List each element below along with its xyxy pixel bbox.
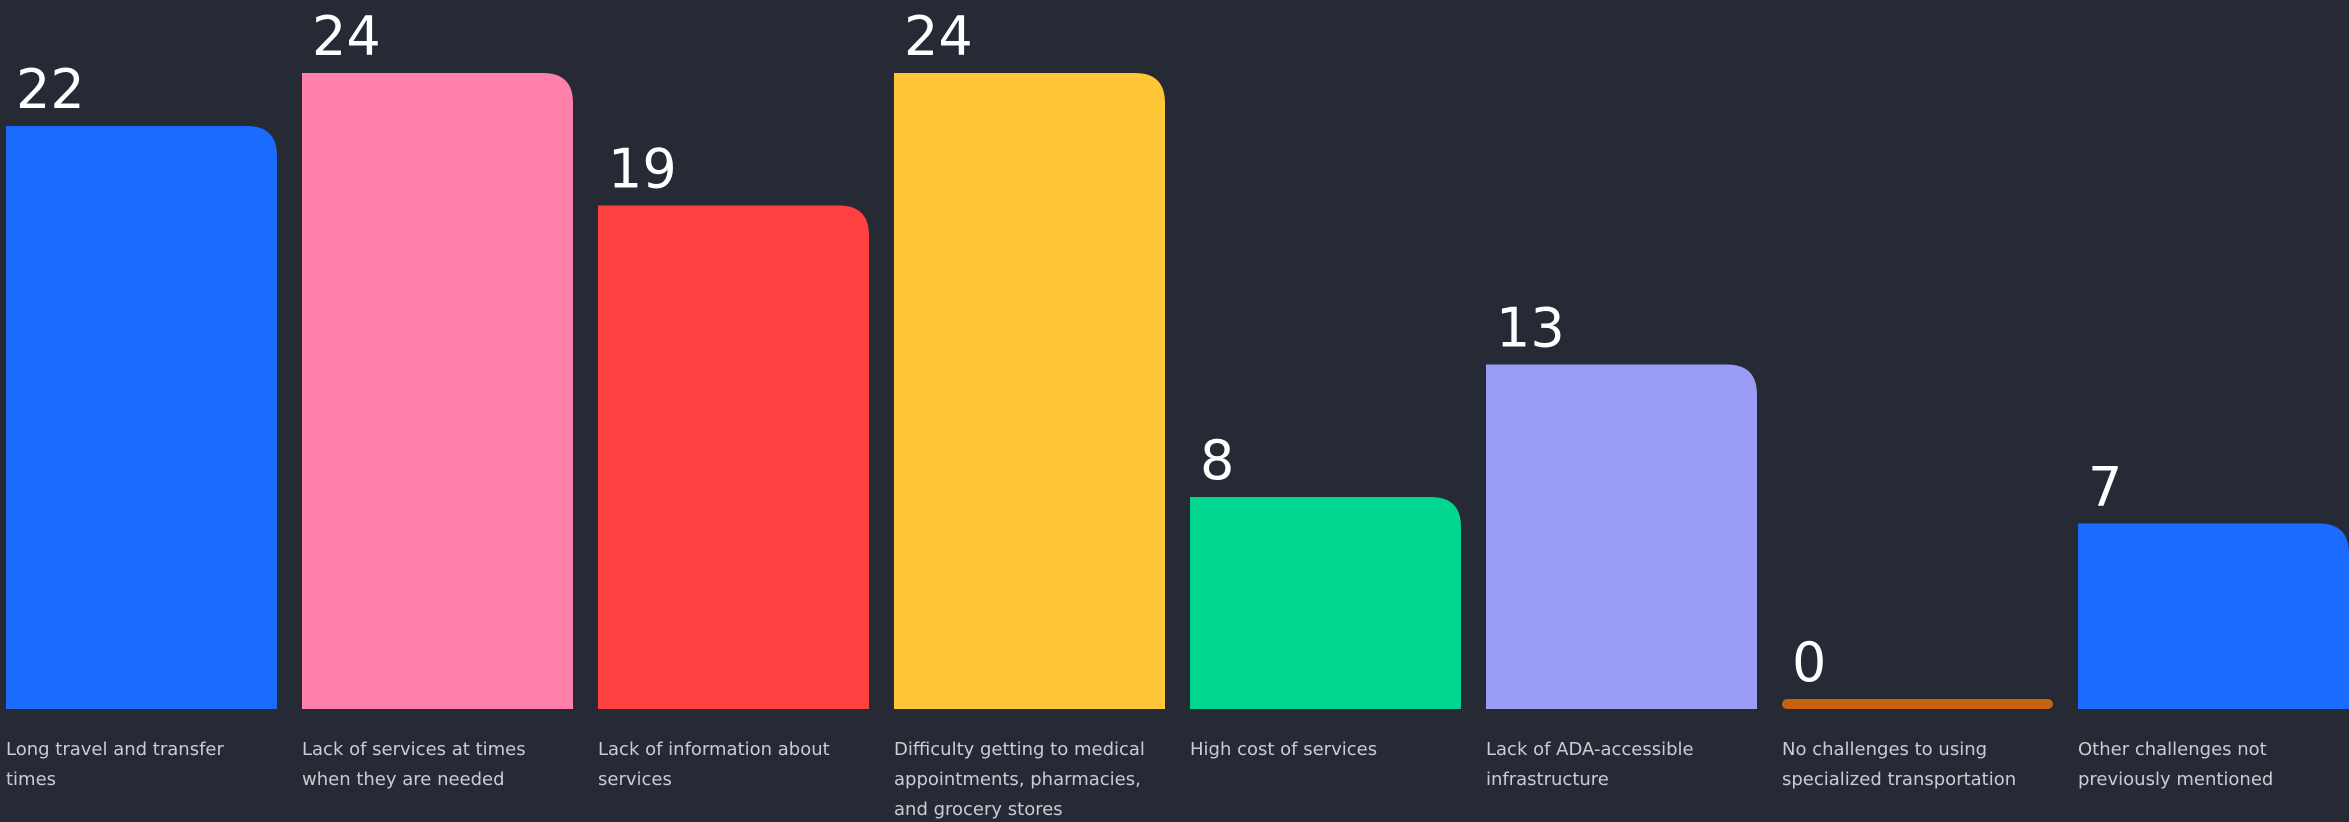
value-label: 7 — [2088, 456, 2122, 519]
category-label: Lack of services at times when they are … — [302, 739, 526, 790]
value-label: 8 — [1200, 429, 1234, 492]
bar — [894, 73, 1165, 709]
category-label: Other challenges not previously mentione… — [2078, 739, 2274, 790]
category-label: Difficulty getting to medical appointmen… — [894, 739, 1145, 820]
category-label: High cost of services — [1190, 739, 1378, 760]
value-label: 19 — [608, 138, 677, 201]
category-label: Lack of ADA-accessible infrastructure — [1486, 739, 1694, 790]
value-label: 24 — [312, 5, 381, 68]
category-label: Long travel and transfer times — [6, 739, 224, 790]
category-label: Lack of information about services — [598, 739, 830, 790]
bar — [1782, 699, 2053, 709]
bar — [6, 126, 277, 709]
bar — [2078, 523, 2349, 709]
value-label: 13 — [1496, 297, 1565, 360]
value-label: 24 — [904, 5, 973, 68]
bar — [302, 73, 573, 709]
bar — [598, 205, 869, 709]
value-label: 22 — [16, 58, 85, 121]
bar — [1190, 497, 1461, 709]
category-label: No challenges to using specialized trans… — [1782, 739, 2017, 790]
value-label: 0 — [1792, 631, 1826, 694]
bar — [1486, 364, 1757, 709]
